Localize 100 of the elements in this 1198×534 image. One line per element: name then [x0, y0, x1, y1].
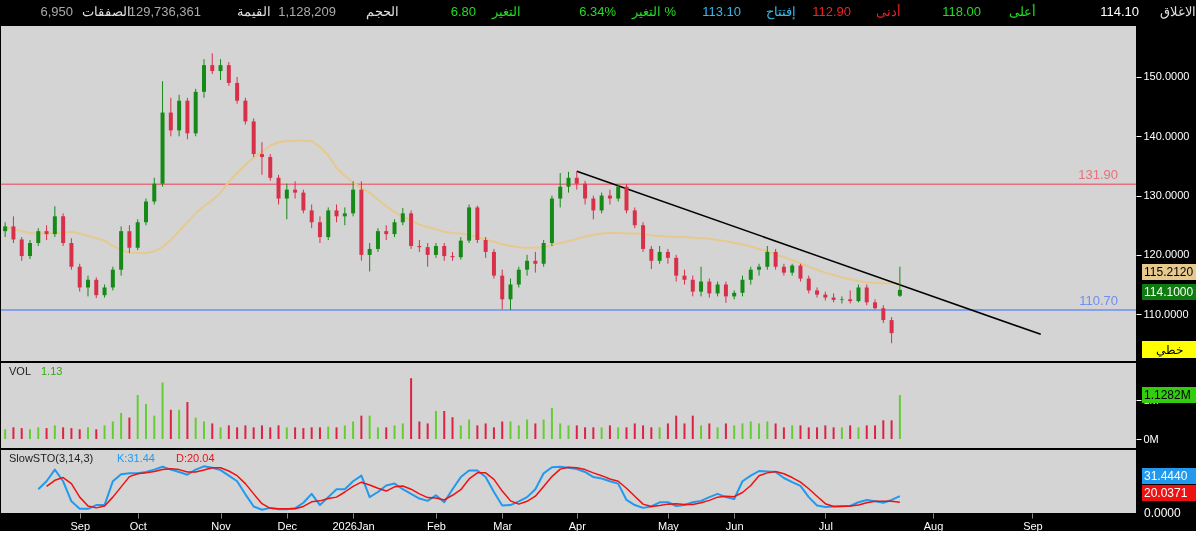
bar — [144, 403, 147, 440]
bar — [153, 415, 156, 440]
bar — [617, 427, 620, 440]
bar — [236, 427, 239, 440]
bar — [451, 417, 454, 440]
candlestick — [11, 215, 16, 244]
candlestick — [52, 205, 57, 238]
bar — [70, 428, 73, 440]
bar — [53, 425, 56, 440]
bar — [658, 427, 661, 440]
bar — [368, 415, 371, 440]
bar — [269, 427, 272, 440]
bar — [791, 425, 794, 440]
bar — [650, 427, 653, 440]
candlestick — [815, 286, 820, 299]
bar — [758, 423, 761, 440]
x-tick-label: Jul — [818, 519, 833, 532]
text: 20.0371 — [1144, 486, 1188, 500]
bar — [700, 425, 703, 440]
bar — [832, 427, 835, 440]
candlestick — [757, 263, 762, 277]
candlestick — [168, 97, 173, 137]
candlestick — [781, 263, 786, 277]
bar — [865, 425, 868, 440]
bar — [733, 425, 736, 440]
candlestick — [293, 180, 298, 200]
text: 115.2120 — [1144, 265, 1194, 279]
bar — [211, 423, 214, 440]
candlestick — [218, 58, 223, 81]
bar — [136, 394, 139, 440]
candlestick — [351, 180, 356, 217]
bar — [608, 425, 611, 440]
bar — [600, 427, 603, 440]
candlestick — [665, 248, 670, 265]
candlestick — [69, 237, 74, 271]
x-tick-label: Sep — [70, 519, 90, 532]
candlestick — [110, 266, 115, 291]
candlestick — [367, 242, 372, 272]
bar — [509, 421, 512, 440]
bar — [849, 425, 852, 440]
bar — [37, 427, 40, 440]
bar — [302, 428, 305, 440]
x-tick-label: May — [658, 519, 680, 532]
bar — [807, 427, 810, 440]
bar — [343, 425, 346, 440]
bar — [492, 427, 495, 440]
candlestick — [276, 174, 281, 205]
text: 118.00 — [942, 4, 981, 19]
candlestick — [425, 242, 430, 268]
y-tick-label: 0M — [1143, 432, 1159, 445]
text: التغير % — [630, 4, 677, 20]
bar — [683, 423, 686, 440]
candlestick — [690, 275, 695, 297]
bar — [244, 425, 247, 440]
bar — [882, 420, 885, 440]
text: التغير — [491, 4, 521, 20]
bar — [559, 423, 562, 440]
bar — [410, 378, 413, 440]
bar — [774, 423, 777, 440]
bar — [178, 409, 181, 440]
candlestick — [127, 224, 132, 254]
bar — [716, 427, 719, 440]
candlestick — [541, 239, 546, 268]
chart-title: SlowSTO(3,14,3) — [9, 452, 94, 464]
bar — [252, 427, 255, 440]
bar — [327, 426, 330, 440]
bar — [260, 425, 263, 440]
bar — [335, 427, 338, 440]
bar — [128, 417, 131, 440]
bar — [4, 429, 7, 440]
bar — [799, 425, 802, 440]
candlestick — [723, 281, 728, 304]
annotation: 1.13 — [41, 365, 63, 377]
bar — [550, 407, 553, 440]
candlestick — [897, 266, 902, 298]
candlestick — [649, 245, 654, 270]
bar — [666, 423, 669, 440]
bar — [517, 425, 520, 440]
text: خطي — [1155, 343, 1183, 357]
x-tick-label: Nov — [211, 519, 232, 532]
bar — [401, 423, 404, 440]
bar — [111, 421, 114, 440]
bar — [120, 412, 123, 440]
candlestick — [491, 248, 496, 280]
text: 6.34% — [579, 4, 617, 19]
text: 6.80 — [450, 4, 476, 19]
bar — [418, 421, 421, 440]
candlestick — [226, 61, 231, 87]
bar — [20, 428, 23, 440]
bar — [749, 421, 752, 440]
candlestick — [77, 263, 82, 293]
text: الحجم — [366, 4, 399, 20]
candlestick — [533, 251, 538, 274]
bar — [95, 429, 98, 440]
candlestick — [516, 266, 521, 288]
bar — [385, 427, 388, 440]
candlestick — [19, 236, 24, 262]
x-tick-label: 2026Jan — [332, 519, 375, 532]
bar — [840, 427, 843, 440]
ref-line-label: 131.90 — [1078, 167, 1118, 183]
